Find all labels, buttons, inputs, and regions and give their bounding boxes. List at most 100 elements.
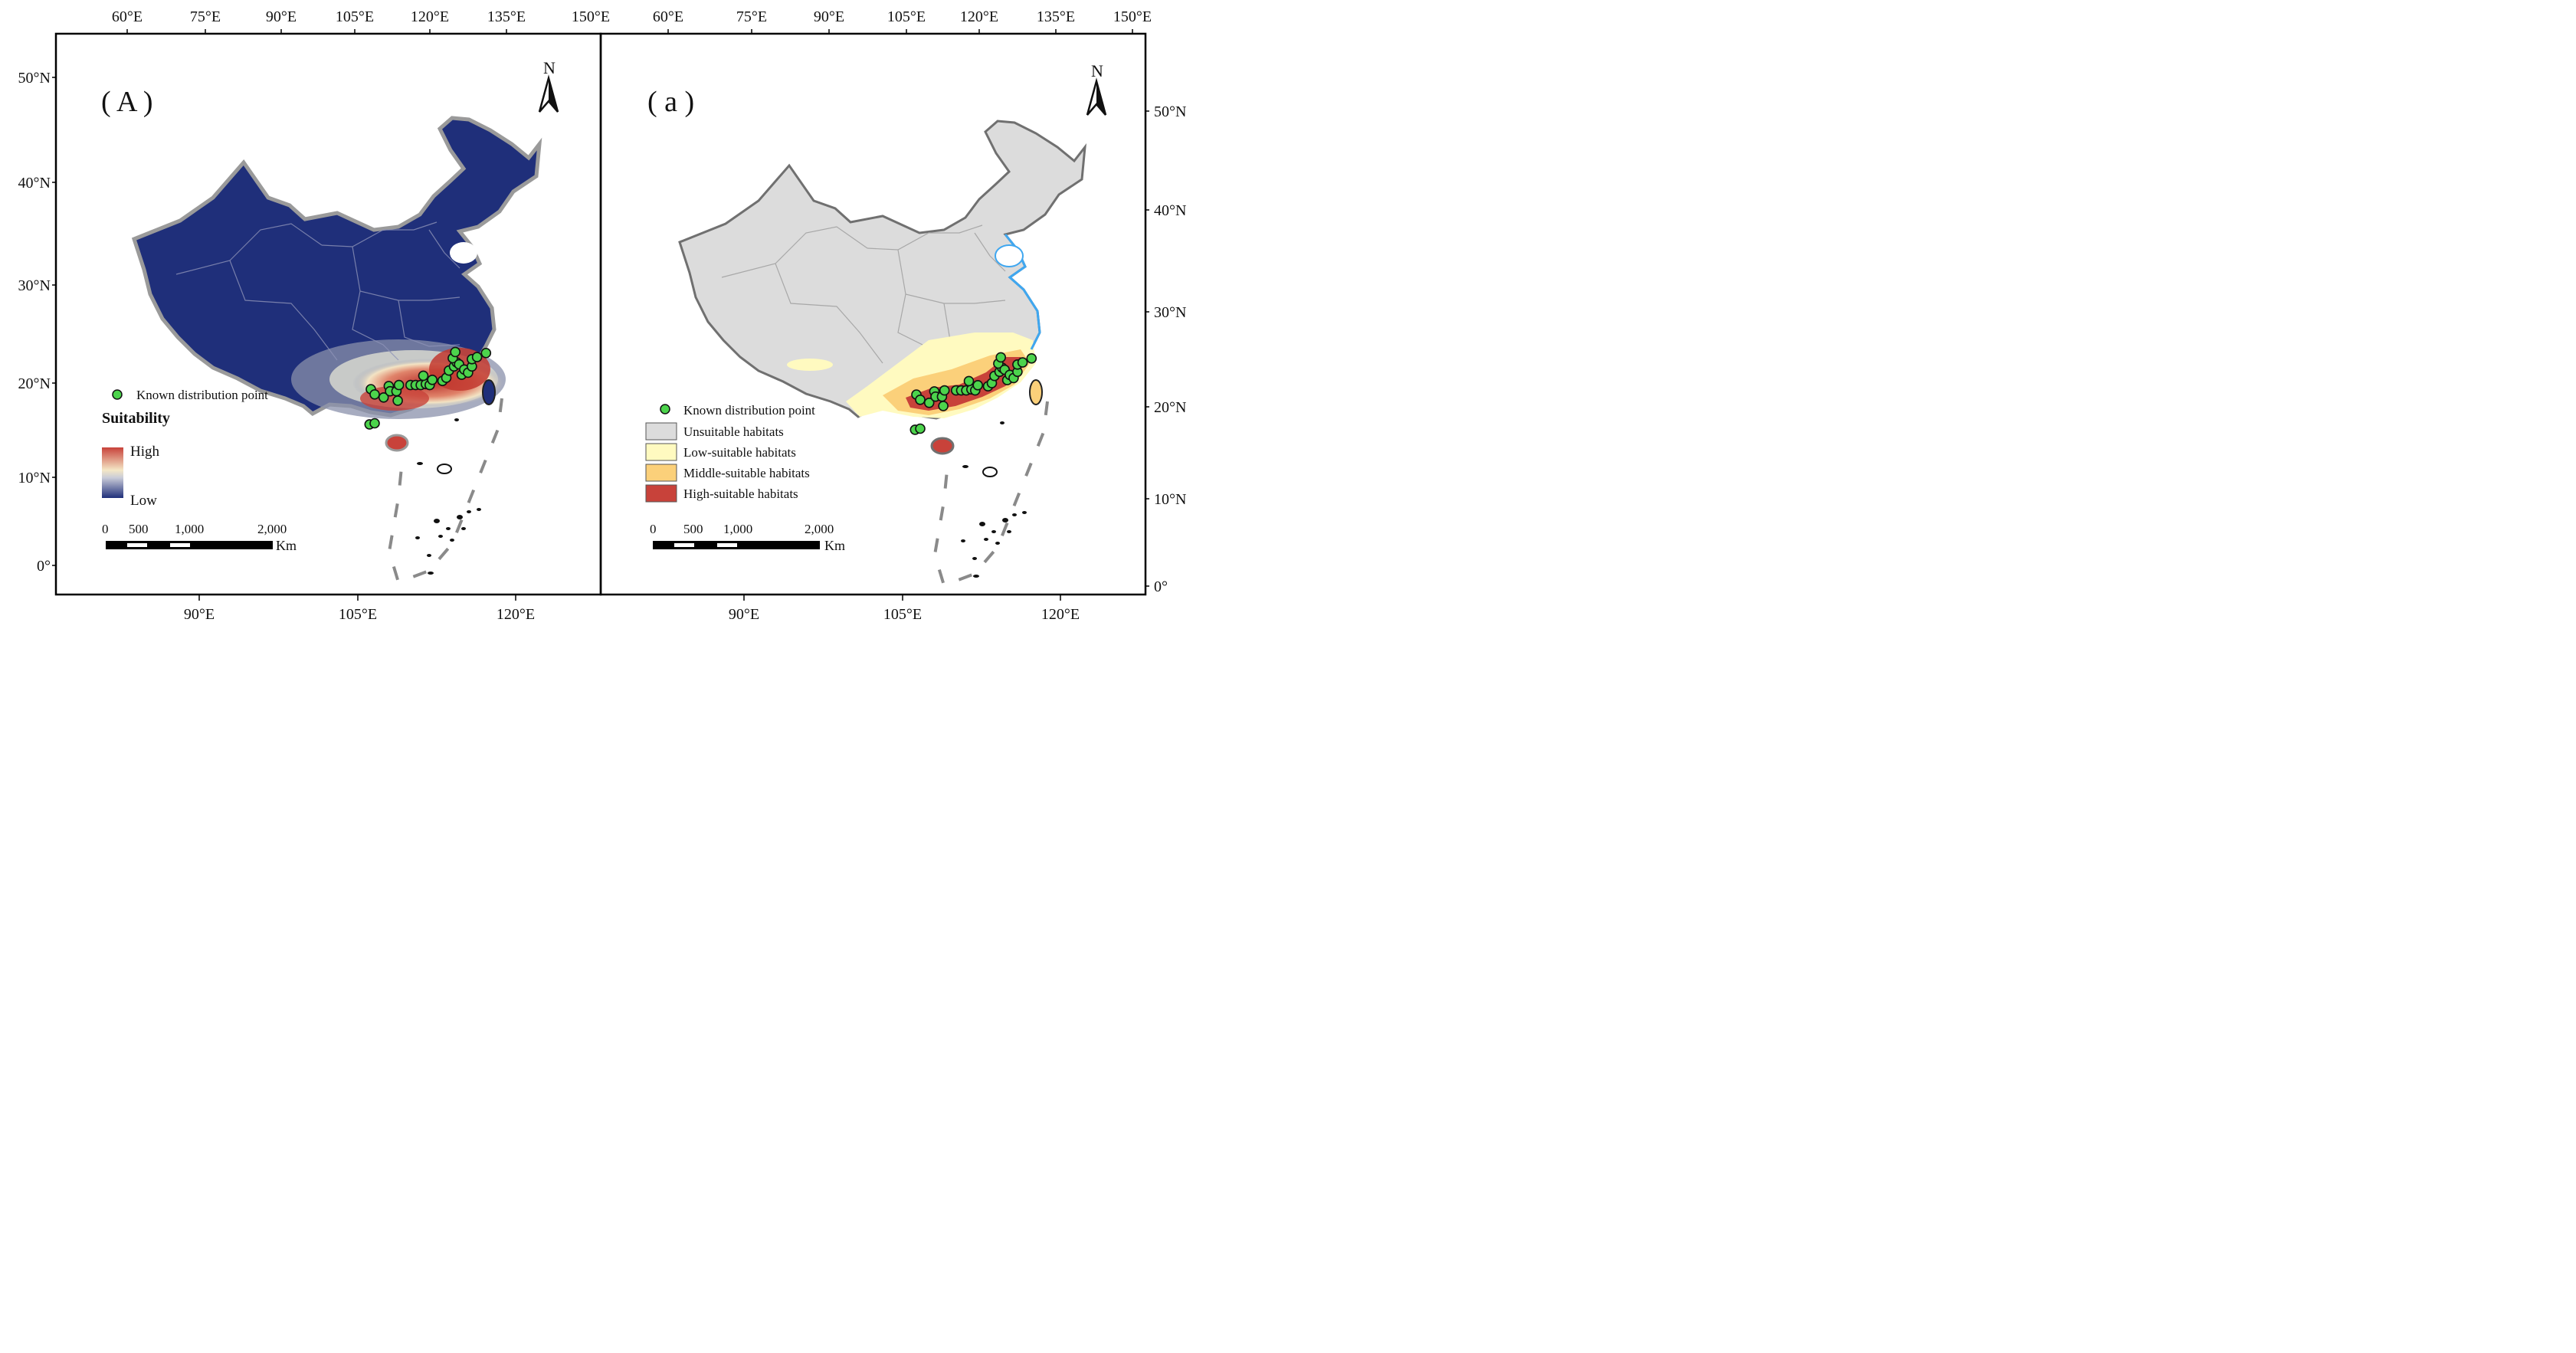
panel-A-known-point xyxy=(450,346,461,358)
legend-a: Known distribution point Unsuitable habi… xyxy=(645,403,815,503)
north-arrow-letter: N xyxy=(1091,61,1103,80)
lat-label: 50°N xyxy=(1154,103,1186,120)
legend-title: Suitability xyxy=(102,410,170,427)
lat-label: 20°N xyxy=(18,375,51,392)
scale-bar-A: 0 500 1,000 2,000 Km xyxy=(102,522,297,553)
legend-swatch-low xyxy=(645,443,677,461)
scale-tick-500: 500 xyxy=(683,522,703,536)
north-arrow-a: N xyxy=(1086,61,1107,116)
legend-class-high: High-suitable habitats xyxy=(683,486,798,501)
panel-A: ( A ) N Known distribution point Suitabi… xyxy=(18,8,611,623)
scale-bar-a: 0 500 1,000 2,000 Km xyxy=(650,522,845,553)
bottom-lon-labels-A: 90°E 105°E 120°E xyxy=(184,606,535,623)
lat-label: 0° xyxy=(1154,578,1168,595)
lon-label: 135°E xyxy=(487,8,526,25)
panel-a-known-point xyxy=(923,397,935,408)
lat-label: 20°N xyxy=(1154,399,1186,416)
lon-label: 105°E xyxy=(883,606,922,623)
scale-tick-0: 0 xyxy=(650,522,657,536)
lon-label: 120°E xyxy=(411,8,449,25)
panel-a-frame xyxy=(599,32,1147,596)
bohai-sea-a xyxy=(995,244,1024,267)
lon-label: 105°E xyxy=(887,8,926,25)
legend-A: Known distribution point Suitability Hig… xyxy=(102,388,268,509)
panel-a-known-point xyxy=(995,352,1006,363)
panel-a-known-point xyxy=(1017,357,1028,368)
lon-label: 75°E xyxy=(736,8,767,25)
lat-label: 0° xyxy=(37,558,51,575)
lon-label: 90°E xyxy=(266,8,297,25)
panel-A-map-body xyxy=(134,118,539,585)
lon-label: 150°E xyxy=(1113,8,1152,25)
right-lat-labels-a: 50°N 40°N 30°N 20°N 10°N 0° xyxy=(1154,103,1186,595)
legend-point-label: Known distribution point xyxy=(136,388,268,402)
panel-a-map-body xyxy=(678,120,1086,588)
lat-label: 10°N xyxy=(18,470,51,486)
legend-swatch-middle xyxy=(645,464,677,482)
lat-label: 30°N xyxy=(18,277,51,294)
hainan-a xyxy=(930,437,955,455)
legend-swatch-high xyxy=(645,484,677,503)
panel-a-known-point xyxy=(972,379,983,391)
taiwan-A xyxy=(482,379,496,405)
panel-A-known-point xyxy=(418,370,429,382)
legend-class-low: Low-suitable habitats xyxy=(683,445,796,460)
panel-A-known-point xyxy=(393,379,405,391)
known-points-a xyxy=(909,352,1037,435)
panel-A-known-point xyxy=(369,418,380,429)
bottom-lon-labels-a: 90°E 105°E 120°E xyxy=(729,606,1080,623)
lat-label: 40°N xyxy=(18,175,51,192)
top-lon-ticks-a xyxy=(667,29,1133,34)
panel-a-known-point xyxy=(915,394,926,405)
lon-label: 75°E xyxy=(190,8,221,25)
low-suitable-west xyxy=(787,359,833,371)
scale-tick-0: 0 xyxy=(102,522,109,536)
islands-A xyxy=(415,418,481,575)
scale-tick-500: 500 xyxy=(129,522,149,536)
panel-A-known-point xyxy=(369,388,380,400)
lon-label: 120°E xyxy=(1041,606,1080,623)
north-arrow-letter: N xyxy=(543,58,556,77)
panel-a-known-point xyxy=(963,375,975,387)
lat-label: 30°N xyxy=(1154,304,1186,321)
ramp-low-label: Low xyxy=(130,493,157,509)
scale-tick-2000: 2,000 xyxy=(805,522,834,536)
legend-class-unsuitable: Unsuitable habitats xyxy=(683,424,784,439)
panel-A-known-point xyxy=(378,391,389,403)
legend-point-marker xyxy=(660,404,670,414)
panel-A-label: ( A ) xyxy=(101,86,153,118)
legend-point-label: Known distribution point xyxy=(683,403,815,418)
panel-a-known-point xyxy=(915,423,926,434)
panel-a-known-point xyxy=(1026,352,1037,364)
scale-tick-2000: 2,000 xyxy=(257,522,287,536)
right-lat-ticks-a xyxy=(1145,110,1149,587)
north-arrow-A: N xyxy=(538,58,559,113)
lat-label: 50°N xyxy=(18,70,51,87)
lon-label: 60°E xyxy=(112,8,143,25)
province-lines-A xyxy=(175,221,460,361)
lat-label: 40°N xyxy=(1154,202,1186,219)
lon-label: 120°E xyxy=(497,606,535,623)
left-lat-labels-A: 50°N 40°N 30°N 20°N 10°N 0° xyxy=(18,70,51,575)
scale-tick-1000: 1,000 xyxy=(723,522,752,536)
taiwan-a xyxy=(1029,379,1043,405)
known-points-A xyxy=(364,346,492,430)
hainan-A xyxy=(385,434,409,452)
panel-A-known-point xyxy=(471,352,483,362)
lon-label: 90°E xyxy=(184,606,215,623)
panel-A-known-point xyxy=(427,374,438,385)
bottom-lon-ticks-a xyxy=(743,595,1061,601)
panel-A-known-point xyxy=(480,347,492,359)
top-lon-labels-a: 60°E 75°E 90°E 105°E 120°E 135°E 150°E xyxy=(653,8,1152,25)
top-lon-ticks-A xyxy=(126,29,507,34)
panel-a-label: ( a ) xyxy=(647,86,694,118)
bottom-lon-ticks-A xyxy=(198,595,516,601)
lon-label: 135°E xyxy=(1037,8,1075,25)
ramp-high-label: High xyxy=(130,444,160,460)
nine-dash-line-a xyxy=(932,401,1049,588)
lat-label: 10°N xyxy=(1154,491,1186,508)
panel-A-known-point xyxy=(392,395,403,406)
lon-label: 105°E xyxy=(336,8,374,25)
lon-label: 120°E xyxy=(960,8,998,25)
